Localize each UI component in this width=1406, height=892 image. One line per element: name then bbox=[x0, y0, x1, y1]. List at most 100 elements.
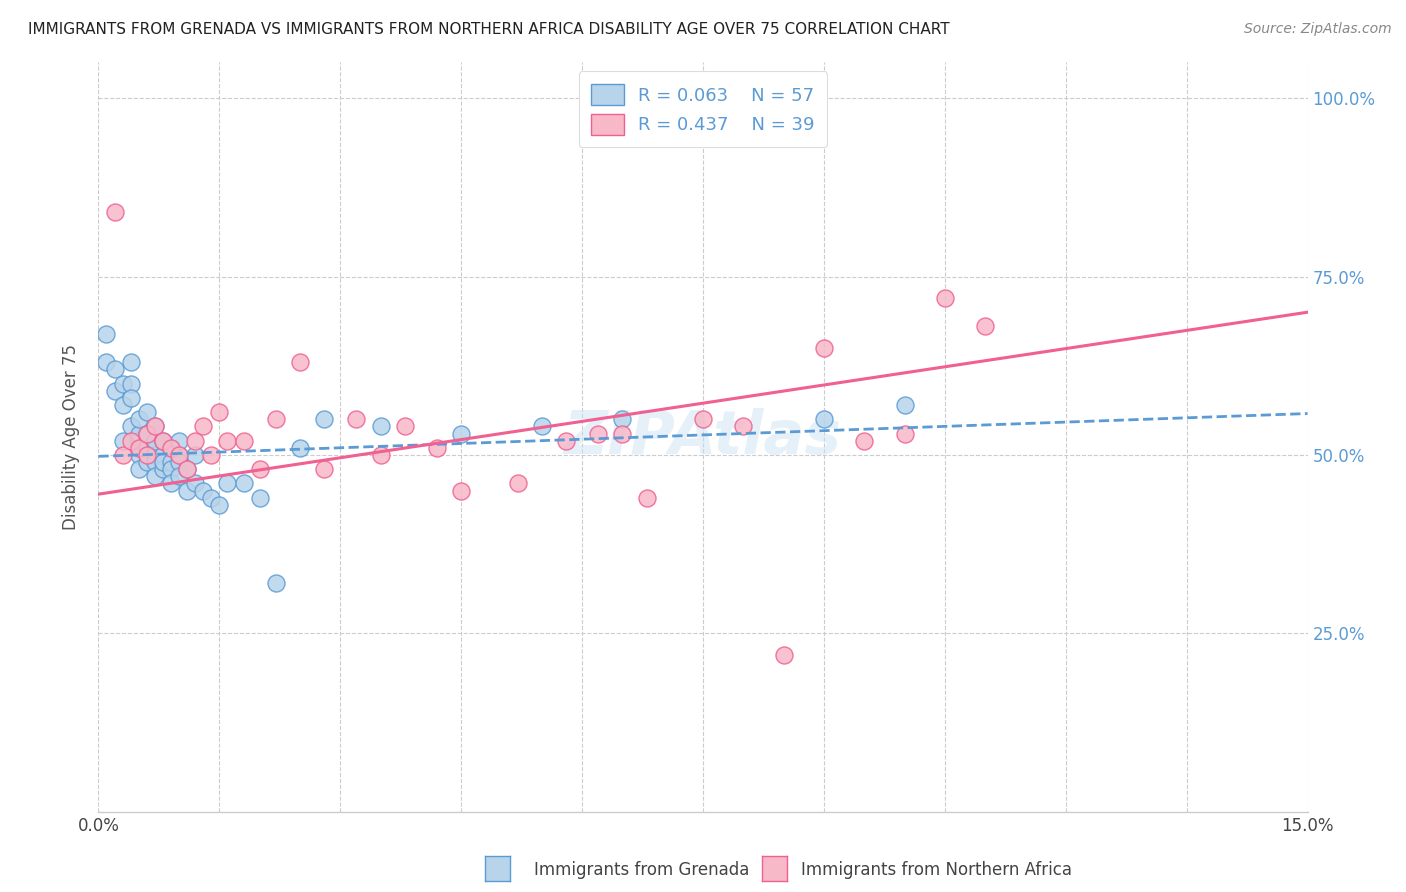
Point bbox=[103, 362, 125, 376]
Text: Immigrants from Northern Africa: Immigrants from Northern Africa bbox=[801, 861, 1073, 879]
Point bbox=[143, 434, 166, 448]
Point bbox=[314, 412, 336, 426]
Point bbox=[135, 441, 157, 455]
Point bbox=[217, 434, 239, 448]
Point bbox=[160, 441, 183, 455]
Point bbox=[120, 391, 142, 405]
Point bbox=[733, 419, 755, 434]
Point bbox=[152, 462, 174, 476]
Point bbox=[184, 434, 207, 448]
Point bbox=[853, 434, 876, 448]
Point bbox=[288, 441, 311, 455]
Point bbox=[111, 448, 134, 462]
Point bbox=[692, 412, 714, 426]
Point bbox=[208, 498, 231, 512]
Point bbox=[120, 355, 142, 369]
Point bbox=[103, 205, 125, 219]
Point bbox=[143, 469, 166, 483]
Point bbox=[111, 398, 134, 412]
Point bbox=[893, 426, 915, 441]
Point bbox=[160, 462, 183, 476]
Point bbox=[176, 462, 198, 476]
Point bbox=[288, 355, 311, 369]
Point bbox=[586, 426, 609, 441]
Point bbox=[176, 462, 198, 476]
Text: Source: ZipAtlas.com: Source: ZipAtlas.com bbox=[1244, 22, 1392, 37]
Point bbox=[167, 434, 190, 448]
Point bbox=[506, 476, 529, 491]
Point bbox=[264, 576, 287, 591]
Point bbox=[555, 434, 578, 448]
Point bbox=[152, 434, 174, 448]
Point bbox=[426, 441, 449, 455]
Point bbox=[167, 455, 190, 469]
Point bbox=[143, 455, 166, 469]
Point bbox=[160, 455, 183, 469]
Point bbox=[167, 448, 190, 462]
Point bbox=[249, 491, 271, 505]
Point bbox=[249, 462, 271, 476]
Point bbox=[128, 441, 150, 455]
Point bbox=[370, 419, 392, 434]
Point bbox=[111, 434, 134, 448]
Point bbox=[636, 491, 658, 505]
Point bbox=[893, 398, 915, 412]
Point bbox=[160, 441, 183, 455]
Point bbox=[813, 412, 835, 426]
Point bbox=[128, 462, 150, 476]
Point bbox=[184, 448, 207, 462]
Point bbox=[934, 291, 956, 305]
Point bbox=[135, 448, 157, 462]
Point bbox=[128, 426, 150, 441]
Point bbox=[128, 434, 150, 448]
Point bbox=[193, 483, 215, 498]
Point bbox=[111, 376, 134, 391]
Point bbox=[160, 476, 183, 491]
Point bbox=[612, 426, 634, 441]
Point bbox=[135, 455, 157, 469]
Point bbox=[208, 405, 231, 419]
Point bbox=[193, 419, 215, 434]
Point bbox=[232, 476, 254, 491]
Point bbox=[167, 448, 190, 462]
Point bbox=[143, 419, 166, 434]
Point bbox=[612, 412, 634, 426]
Point bbox=[314, 462, 336, 476]
Point bbox=[135, 426, 157, 441]
Point bbox=[370, 448, 392, 462]
Point bbox=[152, 434, 174, 448]
Point bbox=[974, 319, 997, 334]
Point bbox=[96, 355, 118, 369]
Text: ZIPAtlas: ZIPAtlas bbox=[564, 408, 842, 467]
Point bbox=[152, 448, 174, 462]
Point bbox=[176, 483, 198, 498]
Point bbox=[135, 426, 157, 441]
Point bbox=[450, 426, 472, 441]
Point bbox=[103, 384, 125, 398]
Point bbox=[143, 448, 166, 462]
Point bbox=[120, 434, 142, 448]
Point bbox=[813, 341, 835, 355]
Point bbox=[135, 405, 157, 419]
Point bbox=[167, 469, 190, 483]
Point bbox=[200, 491, 222, 505]
Point bbox=[143, 419, 166, 434]
Point bbox=[120, 376, 142, 391]
Text: IMMIGRANTS FROM GRENADA VS IMMIGRANTS FROM NORTHERN AFRICA DISABILITY AGE OVER 7: IMMIGRANTS FROM GRENADA VS IMMIGRANTS FR… bbox=[28, 22, 949, 37]
Point bbox=[344, 412, 367, 426]
Point bbox=[200, 448, 222, 462]
Point bbox=[394, 419, 416, 434]
Point bbox=[152, 455, 174, 469]
Point bbox=[135, 448, 157, 462]
Point bbox=[264, 412, 287, 426]
Text: Immigrants from Grenada: Immigrants from Grenada bbox=[534, 861, 749, 879]
Point bbox=[120, 419, 142, 434]
Point bbox=[772, 648, 794, 662]
Point bbox=[128, 448, 150, 462]
Legend: R = 0.063    N = 57, R = 0.437    N = 39: R = 0.063 N = 57, R = 0.437 N = 39 bbox=[579, 71, 827, 147]
Point bbox=[184, 476, 207, 491]
Point bbox=[232, 434, 254, 448]
Point bbox=[450, 483, 472, 498]
Y-axis label: Disability Age Over 75: Disability Age Over 75 bbox=[62, 344, 80, 530]
Point bbox=[530, 419, 553, 434]
